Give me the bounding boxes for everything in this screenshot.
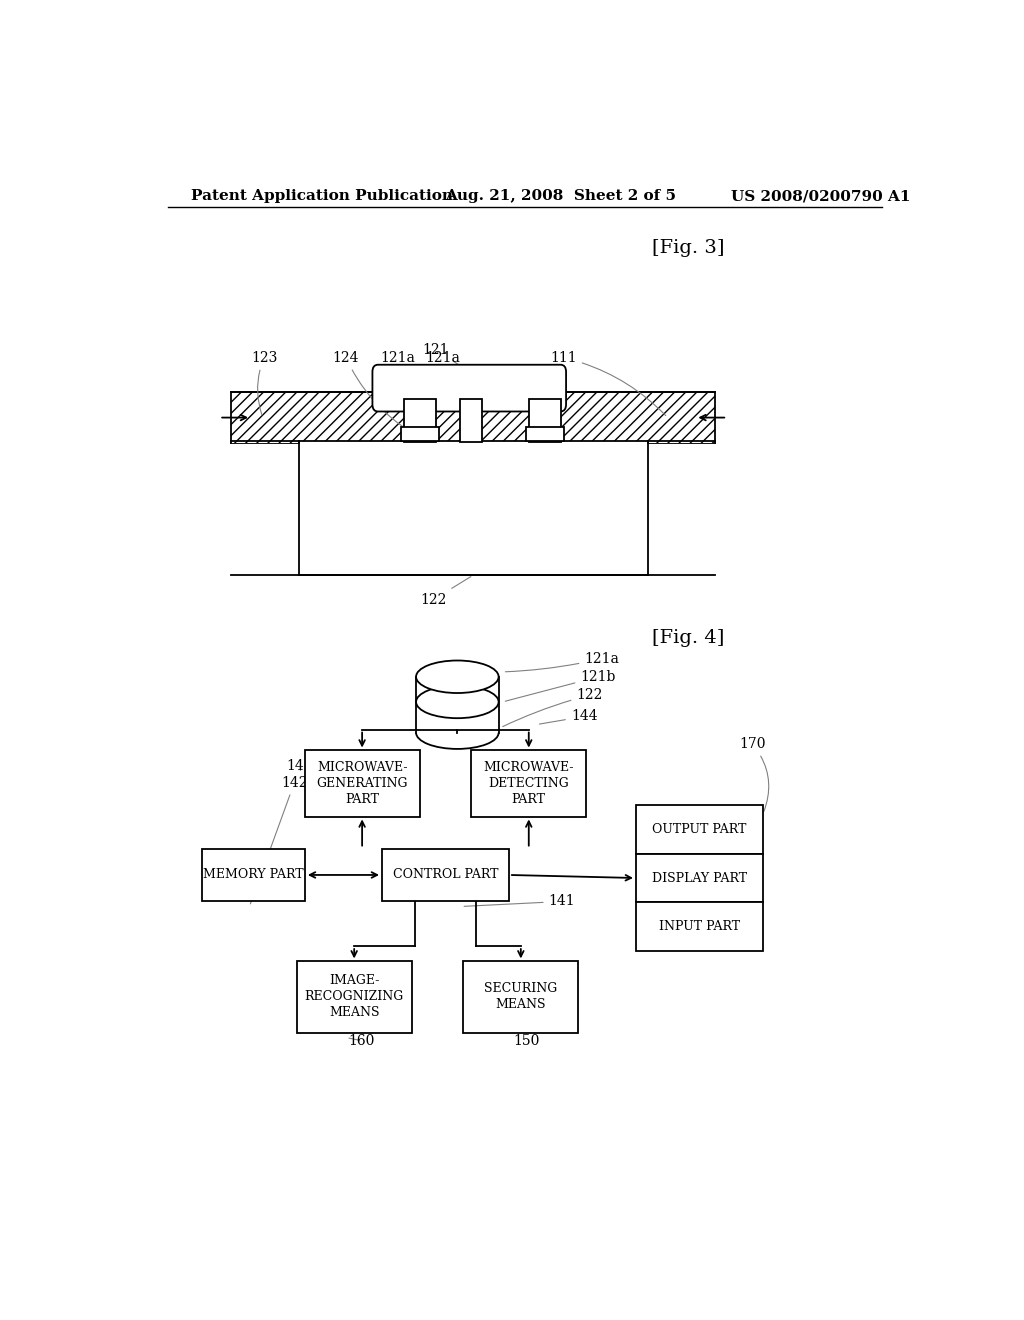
Text: 124: 124	[333, 351, 410, 432]
Bar	[297, 961, 412, 1032]
Text: 123: 123	[251, 351, 278, 414]
Bar	[202, 849, 305, 902]
Bar	[460, 399, 482, 442]
Text: DISPLAY PART: DISPLAY PART	[652, 871, 746, 884]
Text: MICROWAVE-
GENERATING
PART: MICROWAVE- GENERATING PART	[316, 762, 408, 807]
Text: 150: 150	[514, 1034, 540, 1048]
Text: 111: 111	[550, 351, 666, 416]
Text: SECURING
MEANS: SECURING MEANS	[484, 982, 557, 1011]
Text: IMAGE-
RECOGNIZING
MEANS: IMAGE- RECOGNIZING MEANS	[304, 974, 403, 1019]
Text: CONTROL PART: CONTROL PART	[392, 869, 499, 882]
Bar	[304, 751, 420, 817]
Text: Patent Application Publication: Patent Application Publication	[191, 189, 454, 203]
Text: 143: 143	[287, 759, 313, 774]
Text: 122: 122	[420, 577, 471, 607]
Bar	[231, 392, 715, 444]
Bar	[463, 961, 579, 1032]
Ellipse shape	[416, 660, 499, 693]
Text: 122: 122	[503, 688, 603, 726]
Text: MICROWAVE-
DETECTING
PART: MICROWAVE- DETECTING PART	[483, 762, 574, 807]
Bar	[416, 677, 499, 733]
Text: 121a: 121a	[506, 652, 620, 672]
Text: 142: 142	[251, 776, 307, 904]
Bar	[401, 426, 439, 441]
Bar	[528, 399, 560, 442]
Text: 121: 121	[423, 343, 467, 371]
Text: 170: 170	[739, 737, 769, 812]
Text: 121a: 121a	[380, 351, 418, 414]
Bar	[636, 854, 763, 903]
Bar	[404, 399, 436, 442]
Bar	[382, 849, 509, 902]
Bar	[636, 805, 763, 854]
Bar	[648, 441, 715, 444]
Text: 160: 160	[348, 1034, 375, 1048]
Text: 141: 141	[464, 895, 575, 908]
Text: INPUT PART: INPUT PART	[658, 920, 740, 933]
FancyBboxPatch shape	[373, 364, 566, 412]
Bar	[471, 751, 587, 817]
Bar	[231, 441, 299, 444]
Text: [Fig. 4]: [Fig. 4]	[652, 630, 724, 647]
Bar	[525, 426, 563, 441]
Bar	[299, 441, 648, 576]
Text: [Fig. 3]: [Fig. 3]	[652, 239, 724, 257]
Text: 121a: 121a	[426, 351, 541, 414]
Text: 121b: 121b	[505, 669, 615, 701]
Text: 144: 144	[540, 709, 597, 725]
Text: MEMORY PART: MEMORY PART	[203, 869, 304, 882]
Bar	[636, 903, 763, 952]
Text: US 2008/0200790 A1: US 2008/0200790 A1	[731, 189, 910, 203]
Text: OUTPUT PART: OUTPUT PART	[652, 822, 746, 836]
Text: Aug. 21, 2008  Sheet 2 of 5: Aug. 21, 2008 Sheet 2 of 5	[445, 189, 677, 203]
